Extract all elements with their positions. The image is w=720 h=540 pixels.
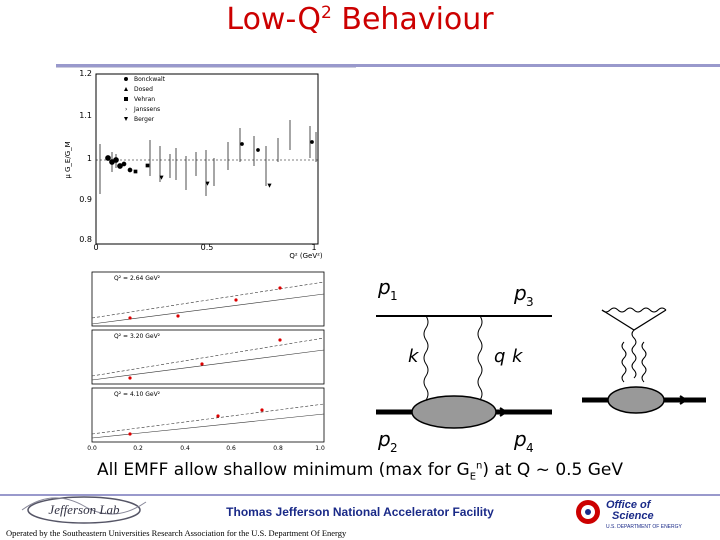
legend-item: Janssens [133,106,160,113]
x-tick-label: 0.6 [226,445,236,452]
panel-label: Q² = 2.64 GeV² [114,275,161,282]
slide-caption: All EMFF allow shallow minimum (max for … [96,460,624,483]
photon-line [423,315,429,401]
nucleon-blob [607,386,665,414]
legend-item: Bonckwalt [134,76,166,83]
svg-text:3: 3 [526,295,534,309]
panel-label: Q² = 4.10 GeV² [114,391,161,398]
svg-text:p: p [513,281,527,305]
photon-line [477,315,483,401]
nucleon-blob [411,395,497,429]
x-tick-label: 0.8 [273,445,283,452]
footer-divider [0,494,720,496]
panel-2: Q² = 3.20 GeV² [91,329,325,385]
y-tick-label: 0.8 [79,235,92,244]
svg-text:p: p [377,427,391,451]
photon-line [601,307,667,313]
svg-text:k: k [512,346,524,367]
y-tick-label: 1 [87,154,92,163]
bottom-panels-plot: Q² = 2.64 GeV² Q² = 3.20 GeV² Q² = 4.10 … [87,271,325,452]
svg-text:Office of: Office of [606,499,652,511]
svg-text:k: k [408,346,420,367]
plot-frame [95,73,319,245]
svg-text:1: 1 [390,289,398,303]
y-tick-label: 1.2 [79,69,92,78]
data-points [99,120,317,196]
x-tick-label: 0.2 [133,445,143,452]
feynman-diagram-two-photon: p 1 p 3 k q k p 2 p 4 [376,275,552,455]
svg-text:μ G_E/G_M: μ G_E/G_M [64,141,72,178]
x-tick-label: 0.4 [180,445,190,452]
legend-item: Dosed [134,86,153,93]
lab-name: Thomas Jefferson National Accelerator Fa… [226,505,494,519]
x-tick-label: 1 [311,243,316,252]
top-ratio-plot: 1.2 1.1 1 0.9 0.8 0 0.5 1 Q² (GeV²) Bonc… [64,69,323,260]
panel-label: Q² = 3.20 GeV² [114,333,161,340]
svg-text:›: › [125,106,127,113]
title-divider-shadow [56,67,356,68]
x-tick-label: 0.0 [87,445,97,452]
panel-3: Q² = 4.10 GeV² [91,387,325,443]
svg-text:p: p [513,427,527,451]
y-tick-label: 0.9 [79,195,92,204]
photon-line [631,329,637,379]
legend-item: Vehran [134,96,155,103]
svg-text:Science: Science [612,510,654,522]
svg-text:2: 2 [390,441,398,455]
legend-item: Berger [134,116,155,123]
jlab-logo-text: Jefferson Lab [48,502,120,517]
legend: Bonckwalt Dosed Vehran › Janssens Berger [124,76,166,123]
x-tick-label: 0 [93,243,98,252]
operated-by-text: Operated by the Southeastern Universitie… [6,528,347,538]
slide-title: Low-Q2 Behaviour [226,2,494,37]
x-tick-label: 1.0 [315,445,325,452]
svg-text:U.S. DEPARTMENT OF ENERGY: U.S. DEPARTMENT OF ENERGY [606,524,683,530]
y-tick-label: 1.1 [79,111,92,120]
jefferson-lab-logo: Jefferson Lab [21,496,147,524]
x-axis-label: Q² (GeV²) [289,252,323,260]
title-divider [56,64,720,67]
doe-office-of-science-logo: Office of Science U.S. DEPARTMENT OF ENE… [576,499,683,530]
panel-1: Q² = 2.64 GeV² [91,271,325,327]
feynman-diagram-vertex [582,307,706,414]
label: p [377,275,391,299]
svg-text:4: 4 [526,441,534,455]
x-tick-label: 0.5 [201,243,214,252]
svg-text:q: q [494,346,505,367]
